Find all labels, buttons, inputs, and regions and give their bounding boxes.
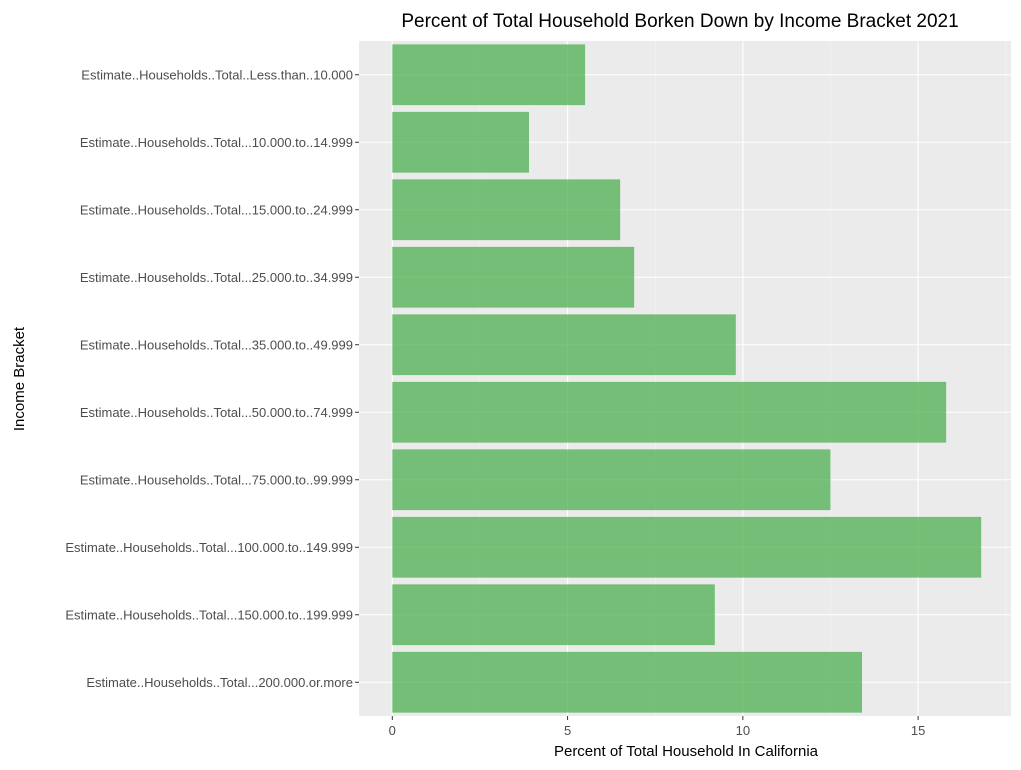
x-tick-label: 10 (736, 723, 750, 738)
bar (392, 651, 863, 713)
y-tick-label: Estimate..Households..Total...200.000.or… (86, 675, 353, 690)
bar (392, 314, 736, 376)
y-tick-label: Estimate..Households..Total...35.000.to.… (80, 337, 353, 352)
bar (392, 381, 947, 443)
x-tick-label: 0 (389, 723, 396, 738)
bar (392, 584, 715, 646)
bar (392, 179, 621, 241)
bar (392, 111, 530, 173)
bars (392, 44, 982, 713)
x-axis: 0 5 10 15 (389, 716, 925, 738)
chart-title: Percent of Total Household Borken Down b… (401, 11, 958, 32)
y-tick-label: Estimate..Households..Total...75.000.to.… (80, 472, 353, 487)
y-tick-label: Estimate..Households..Total...150.000.to… (65, 607, 353, 622)
x-axis-title: Percent of Total Household In California (554, 743, 819, 760)
y-tick-label: Estimate..Households..Total...100.000.to… (65, 540, 353, 555)
y-tick-label: Estimate..Households..Total..Less.than..… (81, 67, 353, 82)
bar (392, 246, 635, 308)
bar (392, 449, 831, 511)
x-tick-label: 5 (564, 723, 571, 738)
y-axis: Estimate..Households..Total..Less.than..… (65, 67, 359, 690)
y-tick-label: Estimate..Households..Total...25.000.to.… (80, 270, 353, 285)
x-tick-label: 15 (911, 723, 925, 738)
y-tick-label: Estimate..Households..Total...10.000.to.… (80, 135, 353, 150)
bar (392, 516, 982, 578)
y-tick-label: Estimate..Households..Total...15.000.to.… (80, 202, 353, 217)
bar (392, 44, 586, 106)
y-axis-title: Income Bracket (11, 326, 28, 431)
y-tick-label: Estimate..Households..Total...50.000.to.… (80, 405, 353, 420)
